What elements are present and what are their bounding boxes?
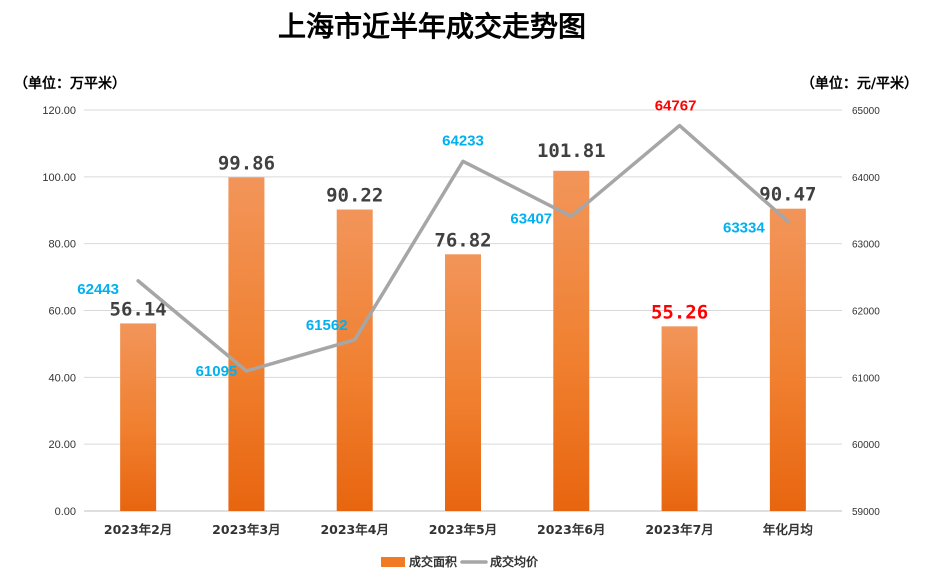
left-tick-label: 20.00 — [48, 439, 76, 451]
right-tick-label: 64000 — [852, 173, 880, 184]
left-tick-label: 40.00 — [48, 372, 76, 384]
bar — [769, 208, 806, 511]
right-tick-label: 61000 — [852, 373, 880, 384]
price-value-label: 61095 — [196, 363, 238, 380]
category-label: 2023年5月 — [429, 522, 498, 537]
price-value-label: 63407 — [510, 210, 552, 227]
right-tick-label: 65000 — [852, 106, 880, 117]
left-axis-ticks: 0.00 20.00 40.00 60.00 80.00 100.00 120.00 — [42, 105, 76, 518]
bar — [661, 326, 698, 511]
price-value-label: 64767 — [655, 98, 697, 115]
right-axis-unit: （单位：元/平米） — [801, 75, 918, 92]
price-value-label: 64233 — [442, 132, 484, 149]
price-value-label: 61562 — [306, 317, 348, 334]
legend: 成交面积 成交均价 — [381, 554, 539, 569]
bar-value-label: 101.81 — [537, 140, 606, 162]
right-tick-label: 63000 — [852, 240, 880, 251]
left-tick-label: 60.00 — [48, 306, 76, 318]
left-tick-label: 120.00 — [42, 105, 76, 117]
line-series: 62443 61095 61562 64233 63407 64767 63334 — [77, 98, 790, 380]
category-label: 2023年3月 — [212, 522, 281, 537]
left-tick-label: 0.00 — [55, 506, 76, 518]
right-tick-label: 59000 — [852, 507, 880, 518]
bar-value-label: 90.47 — [759, 184, 816, 206]
bar-value-label: 90.22 — [326, 185, 383, 207]
right-axis-ticks: 59000 60000 61000 62000 63000 64000 65000 — [852, 106, 880, 518]
bar-value-label: 76.82 — [434, 229, 491, 251]
category-label: 2023年4月 — [320, 522, 389, 537]
left-tick-label: 80.00 — [48, 239, 76, 251]
category-label: 年化月均 — [763, 522, 813, 537]
category-label: 2023年6月 — [537, 522, 606, 537]
left-tick-label: 100.00 — [42, 172, 76, 184]
bar-value-label: 56.14 — [110, 298, 167, 320]
left-axis-unit: （单位：万平米） — [14, 75, 126, 92]
bar — [553, 170, 590, 511]
bar — [228, 177, 265, 512]
bar-value-label: 99.86 — [218, 152, 275, 174]
bar — [445, 254, 481, 512]
right-tick-label: 60000 — [852, 440, 880, 451]
bar — [336, 209, 373, 511]
bar — [120, 323, 157, 511]
bar-series: 56.14 99.86 90.22 76.82 101.81 55.26 90.47 — [110, 140, 816, 512]
price-value-label: 63334 — [723, 219, 765, 236]
legend-label-price: 成交均价 — [490, 554, 539, 569]
chart-title: 上海市近半年成交走势图 — [278, 10, 586, 43]
price-line — [136, 123, 790, 373]
legend-swatch-area — [381, 557, 405, 567]
right-tick-label: 62000 — [852, 307, 880, 318]
legend-label-area: 成交面积 — [409, 554, 457, 569]
bar-value-label: 55.26 — [651, 301, 708, 323]
price-value-label: 62443 — [77, 281, 119, 298]
category-axis: 2023年2月 2023年3月 2023年4月 2023年5月 2023年6月 2023年… — [104, 522, 813, 537]
category-label: 2023年7月 — [645, 522, 714, 537]
category-label: 2023年2月 — [104, 522, 173, 537]
